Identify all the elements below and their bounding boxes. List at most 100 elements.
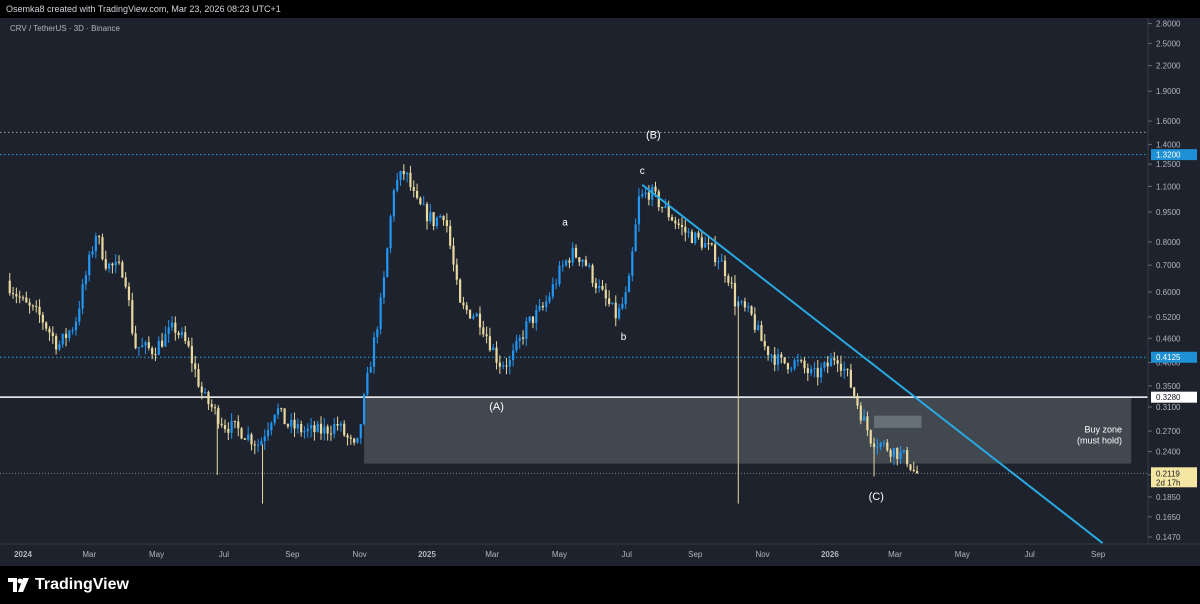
price-tag-bg: [1151, 149, 1197, 161]
candle-body: [770, 354, 773, 356]
candle-body: [48, 328, 51, 333]
candle-body: [604, 289, 607, 299]
y-tick-label: 0.2700: [1156, 427, 1181, 436]
candle-body: [528, 316, 531, 322]
candle-body: [167, 327, 170, 334]
candle-body: [810, 368, 813, 374]
chart-area[interactable]: (B) c a b (A) (C) Buy zone (must hold) 2.8000 2.5…: [0, 18, 1200, 566]
candle-body: [174, 322, 177, 333]
candle-body: [21, 297, 25, 299]
y-tick-label: 0.5200: [1156, 313, 1181, 322]
tradingview-logo[interactable]: TradingView: [8, 576, 129, 594]
candle-body: [743, 301, 747, 308]
wave-label-b: b: [621, 332, 627, 343]
candle-body: [389, 216, 392, 249]
candle-body: [220, 423, 223, 426]
x-tick-label-Nov: Nov: [755, 550, 769, 559]
candle-body: [107, 263, 111, 269]
candle-body: [843, 368, 846, 371]
candle-body: [429, 212, 432, 222]
candle-body: [101, 237, 104, 260]
candle-body: [266, 430, 270, 437]
candle-body: [906, 450, 909, 465]
candle-body: [806, 368, 809, 374]
candle-body: [425, 204, 429, 222]
candle-body: [329, 433, 333, 435]
candle-body: [45, 322, 48, 329]
candle-body: [525, 321, 528, 339]
candle-body: [303, 431, 306, 433]
candle-body: [290, 419, 293, 427]
candle-body: [114, 261, 117, 266]
candle-body: [459, 279, 462, 303]
candle-body: [823, 362, 826, 368]
y-tick-label: 0.4600: [1156, 334, 1181, 343]
candle-body: [319, 423, 323, 434]
candle-body: [790, 368, 793, 370]
candle-body: [121, 262, 124, 278]
candle-body: [326, 426, 329, 434]
candle-body: [634, 224, 637, 252]
x-tick-label-Sep: Sep: [285, 550, 300, 559]
y-tick-label: 0.1470: [1156, 533, 1181, 542]
candle-body: [280, 408, 283, 410]
candle-body: [141, 345, 144, 348]
x-tick-label-Jul: Jul: [1025, 550, 1035, 559]
descending-trendline: [641, 184, 1104, 544]
candle-body: [826, 362, 829, 367]
candle-body: [306, 428, 309, 432]
candle-body: [147, 342, 150, 349]
candle-body: [442, 215, 445, 221]
candle-body: [184, 332, 187, 341]
price-chart[interactable]: (B) c a b (A) (C) Buy zone(must hold) 2.8000 2.5…: [0, 18, 1200, 566]
attribution-bar: Osemka8 created with TradingView.com, Ma…: [0, 0, 1200, 18]
candle-body: [35, 306, 38, 308]
candle-body: [250, 434, 253, 445]
candle-body: [720, 260, 723, 262]
candle-body: [621, 303, 624, 309]
candle-body: [180, 332, 184, 336]
candle-body: [915, 471, 919, 473]
candle-body: [836, 360, 839, 364]
y-tick-label: 1.4000: [1156, 140, 1181, 149]
candle-body: [88, 254, 91, 276]
candle-body: [704, 243, 707, 248]
candle-body: [654, 186, 657, 192]
candle-body: [644, 192, 647, 195]
candle-body: [74, 321, 78, 331]
candle-body: [833, 358, 836, 361]
candle-body: [750, 306, 753, 315]
candle-body: [309, 425, 313, 429]
candle-body: [207, 392, 210, 405]
candle-body: [18, 296, 21, 298]
candle-body: [379, 297, 382, 330]
candle-body: [51, 332, 54, 337]
x-tick-label-Mar: Mar: [485, 550, 499, 559]
candle-body: [800, 360, 803, 362]
candle-body: [856, 395, 859, 406]
candle-body: [508, 359, 511, 367]
x-tick-label-Sep: Sep: [1091, 550, 1106, 559]
candle-body: [892, 448, 896, 457]
y-tick-label: 0.1650: [1156, 513, 1181, 522]
price-tag-0.3280: 0.3280: [1156, 393, 1181, 402]
y-tick-label: 0.7000: [1156, 261, 1181, 270]
candle-body: [747, 306, 750, 308]
candle-body: [588, 265, 591, 267]
candle-body: [594, 283, 597, 289]
candle-body: [664, 205, 667, 208]
candle-body: [276, 408, 280, 415]
x-tick-label-May: May: [955, 550, 970, 559]
candle-body: [869, 430, 872, 444]
candle-body: [8, 280, 11, 294]
candle-body: [223, 425, 227, 429]
x-tick-label-Jul: Jul: [219, 550, 229, 559]
candle-body: [912, 469, 915, 472]
candle-body: [28, 302, 31, 306]
current-price-tag-bg: [1151, 467, 1197, 488]
candle-body: [386, 248, 389, 278]
candle-body: [210, 404, 213, 408]
candle-body: [359, 424, 362, 438]
candle-body: [511, 350, 515, 360]
candle-body: [488, 336, 492, 351]
